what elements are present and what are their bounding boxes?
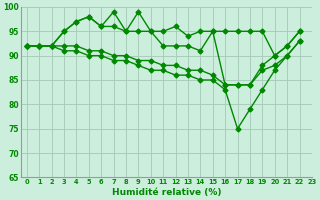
X-axis label: Humidité relative (%): Humidité relative (%) (111, 188, 221, 197)
